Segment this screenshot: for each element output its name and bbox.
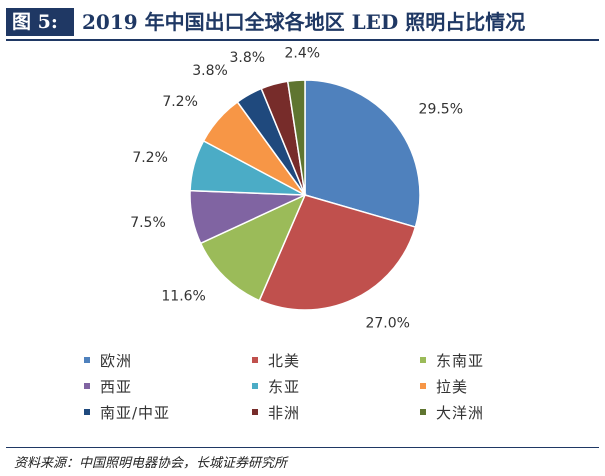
legend-item-1: 欧洲 [84, 350, 252, 370]
legend-label: 东亚 [268, 377, 301, 396]
data-label-9: 2.4% [285, 45, 321, 61]
legend-swatch [252, 383, 258, 389]
legend-item-6: 拉美 [420, 376, 564, 396]
legend-item-2: 北美 [252, 350, 420, 370]
chart-legend: 欧洲 北美 东南亚西亚 东亚 拉美南亚/中亚 非洲 大洋洲 [84, 350, 564, 422]
legend-label: 欧洲 [100, 351, 133, 370]
pie-slice-2 [258, 194, 417, 311]
legend-swatch [252, 357, 258, 363]
legend-item-7: 南亚/中亚 [84, 402, 252, 422]
legend-item-8: 非洲 [252, 402, 420, 422]
legend-label: 拉美 [436, 377, 469, 396]
legend-swatch [84, 383, 90, 389]
data-label-8: 3.8% [230, 50, 266, 66]
legend-label: 东南亚 [436, 351, 485, 370]
footer-divider [6, 447, 599, 448]
data-label-5: 7.2% [132, 150, 168, 166]
data-label-7: 3.8% [192, 63, 228, 79]
pie-slice-9 [286, 79, 306, 196]
legend-swatch [84, 357, 90, 363]
pie-slice-3 [199, 193, 307, 302]
data-label-4: 7.5% [130, 215, 166, 231]
legend-swatch [420, 357, 426, 363]
figure-label: 图 5: [6, 8, 74, 36]
data-label-6: 7.2% [162, 94, 198, 110]
source-note: 资料来源：中国照明电器协会，长城证券研究所 [14, 456, 288, 471]
legend-label: 非洲 [268, 403, 301, 422]
title-bar: 图 5: 2019 年中国出口全球各地区 LED 照明占比情况 [0, 0, 605, 41]
legend-label: 南亚/中亚 [100, 403, 171, 422]
legend-item-3: 东南亚 [420, 350, 564, 370]
legend-label: 大洋洲 [436, 403, 485, 422]
chart-title: 2019 年中国出口全球各地区 LED 照明占比情况 [82, 10, 526, 34]
legend-item-5: 东亚 [252, 376, 420, 396]
legend-swatch [420, 409, 426, 415]
title-divider [6, 39, 599, 41]
legend-swatch [420, 383, 426, 389]
legend-item-4: 西亚 [84, 376, 252, 396]
legend-item-9: 大洋洲 [420, 402, 564, 422]
legend-swatch [252, 409, 258, 415]
data-label-2: 27.0% [365, 315, 409, 331]
data-label-3: 11.6% [161, 289, 205, 305]
pie-slice-1 [304, 79, 421, 229]
legend-label: 北美 [268, 351, 301, 370]
legend-swatch [84, 409, 90, 415]
legend-label: 西亚 [100, 377, 133, 396]
data-label-1: 29.5% [419, 102, 463, 118]
